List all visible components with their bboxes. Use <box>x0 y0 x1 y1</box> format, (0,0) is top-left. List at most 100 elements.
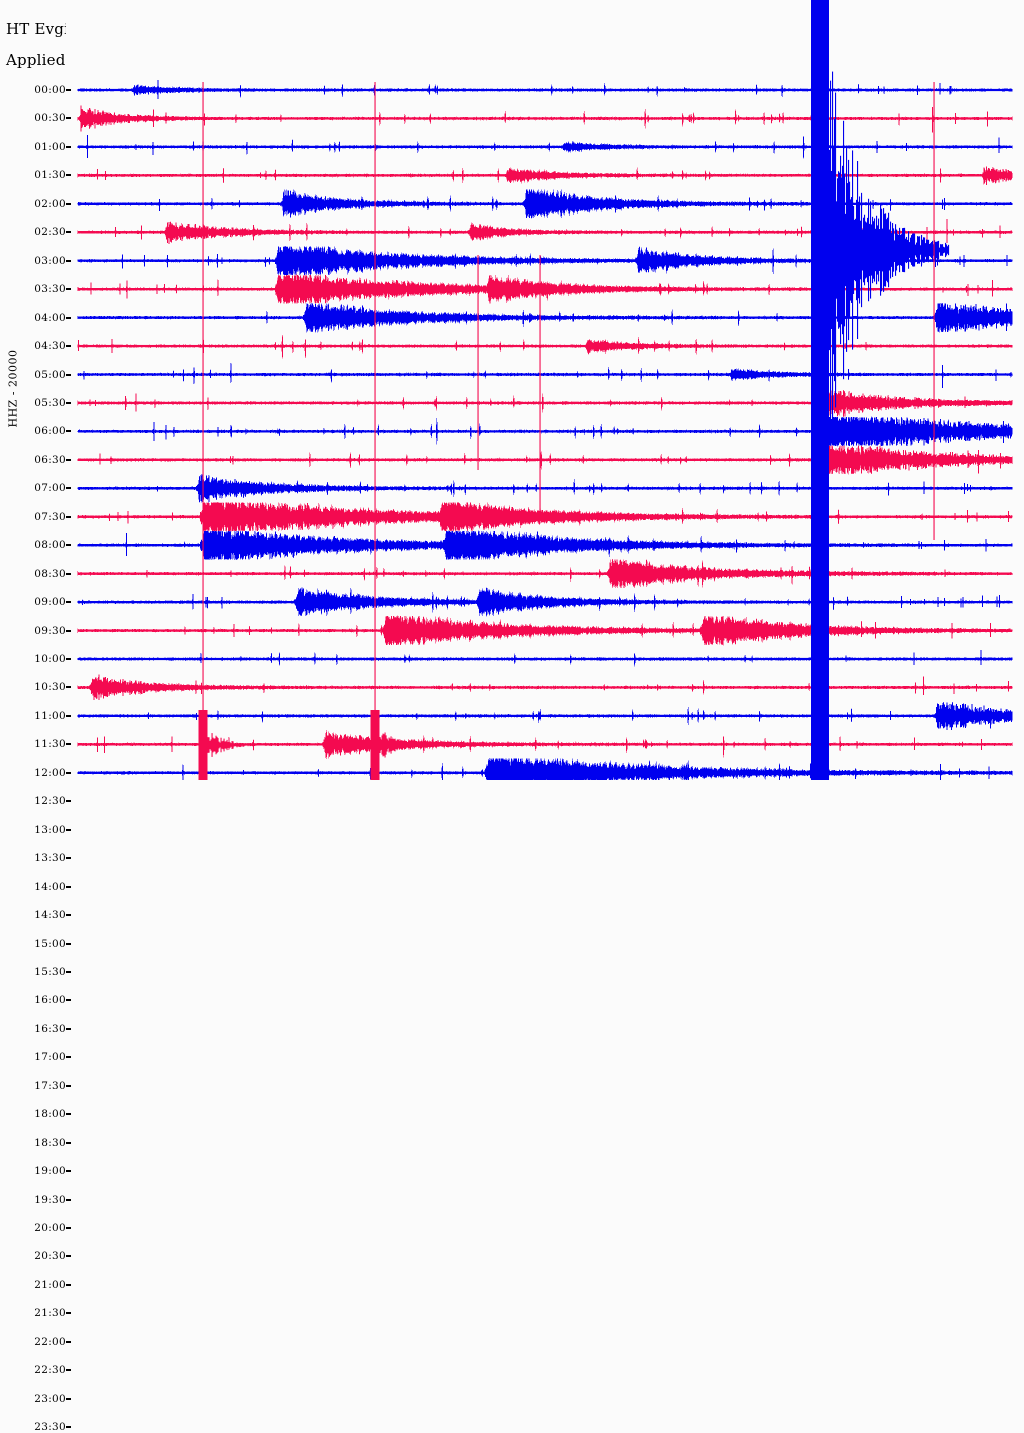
trace-baseline <box>78 657 1012 661</box>
time-tick-mark <box>66 117 71 120</box>
time-tick-label: 19:00 <box>34 1165 66 1178</box>
time-tick-label: 00:30 <box>34 112 66 125</box>
time-tick-mark <box>66 771 71 774</box>
time-tick-mark <box>66 231 71 234</box>
time-tick-label: 15:30 <box>34 965 66 978</box>
trace-baseline <box>78 487 1012 490</box>
time-axis: 00:00 00:30 01:00 01:30 02:00 02:30 03:00 03:30… <box>0 0 66 1433</box>
time-tick-label: 05:00 <box>34 368 66 381</box>
time-tick-label: 01:30 <box>34 169 66 182</box>
time-tick-mark <box>66 544 71 547</box>
trace-baseline <box>78 88 1012 92</box>
time-tick-mark <box>66 316 71 319</box>
trace-baseline <box>78 373 1012 376</box>
trace-baseline <box>78 174 1012 177</box>
time-tick-mark <box>66 1198 71 1201</box>
time-tick-mark <box>66 743 71 746</box>
time-tick-label: 23:30 <box>34 1421 66 1433</box>
trace-baseline <box>78 601 1012 604</box>
time-tick-label: 02:30 <box>34 226 66 239</box>
time-tick-mark <box>66 174 71 177</box>
trace-baseline <box>78 458 1012 461</box>
waveform-canvas <box>66 0 1024 780</box>
event-hairline <box>539 255 541 520</box>
time-tick-label: 22:30 <box>34 1364 66 1377</box>
time-tick-label: 07:30 <box>34 510 66 523</box>
time-tick-mark <box>66 345 71 348</box>
time-tick-mark <box>66 885 71 888</box>
time-tick-label: 09:30 <box>34 624 66 637</box>
time-tick-mark <box>66 288 71 291</box>
time-tick-label: 22:00 <box>34 1335 66 1348</box>
time-tick-label: 12:00 <box>34 766 66 779</box>
helicorder-plot <box>66 0 1024 780</box>
time-tick-mark <box>66 145 71 148</box>
time-tick-mark <box>66 515 71 518</box>
time-tick-mark <box>66 202 71 205</box>
time-tick-mark <box>66 1027 71 1030</box>
time-tick-label: 04:00 <box>34 311 66 324</box>
time-tick-label: 17:30 <box>34 1079 66 1092</box>
trace-baseline <box>78 145 1012 148</box>
time-tick-mark <box>66 89 71 91</box>
trace-baseline <box>78 629 1012 632</box>
time-tick-mark <box>66 1227 71 1229</box>
time-tick-mark <box>66 942 71 945</box>
time-tick-label: 16:30 <box>34 1022 66 1035</box>
time-tick-mark <box>66 401 71 404</box>
time-tick-mark <box>66 970 71 973</box>
trace-baseline <box>78 544 1012 547</box>
time-tick-mark <box>66 714 71 717</box>
time-tick-label: 10:30 <box>34 681 66 694</box>
time-tick-label: 08:30 <box>34 567 66 580</box>
time-tick-mark <box>66 1369 71 1372</box>
event-hairline <box>477 255 479 470</box>
time-tick-label: 16:00 <box>34 994 66 1007</box>
time-tick-mark <box>66 487 71 490</box>
event-hairline <box>202 82 204 780</box>
time-tick-mark <box>66 857 71 860</box>
time-tick-mark <box>66 1426 71 1429</box>
time-tick-label: 04:30 <box>34 340 66 353</box>
trace-baseline <box>78 344 1012 348</box>
event-hairline <box>374 82 376 780</box>
time-tick-label: 00:00 <box>34 84 66 96</box>
time-tick-label: 02:00 <box>34 197 66 210</box>
time-tick-label: 15:00 <box>34 937 66 950</box>
time-tick-label: 18:00 <box>34 1108 66 1121</box>
trace-baseline <box>78 743 1012 746</box>
time-tick-mark <box>66 999 71 1002</box>
trace-baseline <box>78 259 1012 262</box>
time-tick-mark <box>66 1113 71 1116</box>
time-tick-label: 20:30 <box>34 1250 66 1263</box>
trace-baseline <box>78 231 1012 234</box>
time-tick-label: 07:00 <box>34 482 66 495</box>
trace-baseline <box>78 316 1012 319</box>
trace-baseline <box>78 686 1012 689</box>
trace-baseline <box>78 572 1012 575</box>
time-tick-mark <box>66 658 71 660</box>
time-tick-mark <box>66 914 71 917</box>
time-tick-mark <box>66 373 71 376</box>
time-tick-label: 13:30 <box>34 852 66 865</box>
time-tick-mark <box>66 1312 71 1315</box>
trace-baseline <box>78 771 1012 774</box>
time-tick-mark <box>66 601 71 604</box>
time-tick-label: 06:30 <box>34 453 66 466</box>
plot-background <box>66 0 1024 780</box>
time-tick-label: 05:30 <box>34 396 66 409</box>
trace-baseline <box>78 288 1012 291</box>
time-tick-mark <box>66 1056 71 1059</box>
time-tick-mark <box>66 1170 71 1173</box>
time-tick-label: 17:00 <box>34 1051 66 1064</box>
time-tick-label: 12:30 <box>34 795 66 808</box>
event-hairline <box>933 82 935 540</box>
time-tick-mark <box>66 458 71 461</box>
event-hairline <box>819 0 821 780</box>
time-tick-mark <box>66 1340 71 1343</box>
time-tick-label: 09:00 <box>34 596 66 609</box>
time-tick-label: 14:30 <box>34 909 66 922</box>
trace-baseline <box>78 430 1012 433</box>
time-tick-mark <box>66 430 71 433</box>
